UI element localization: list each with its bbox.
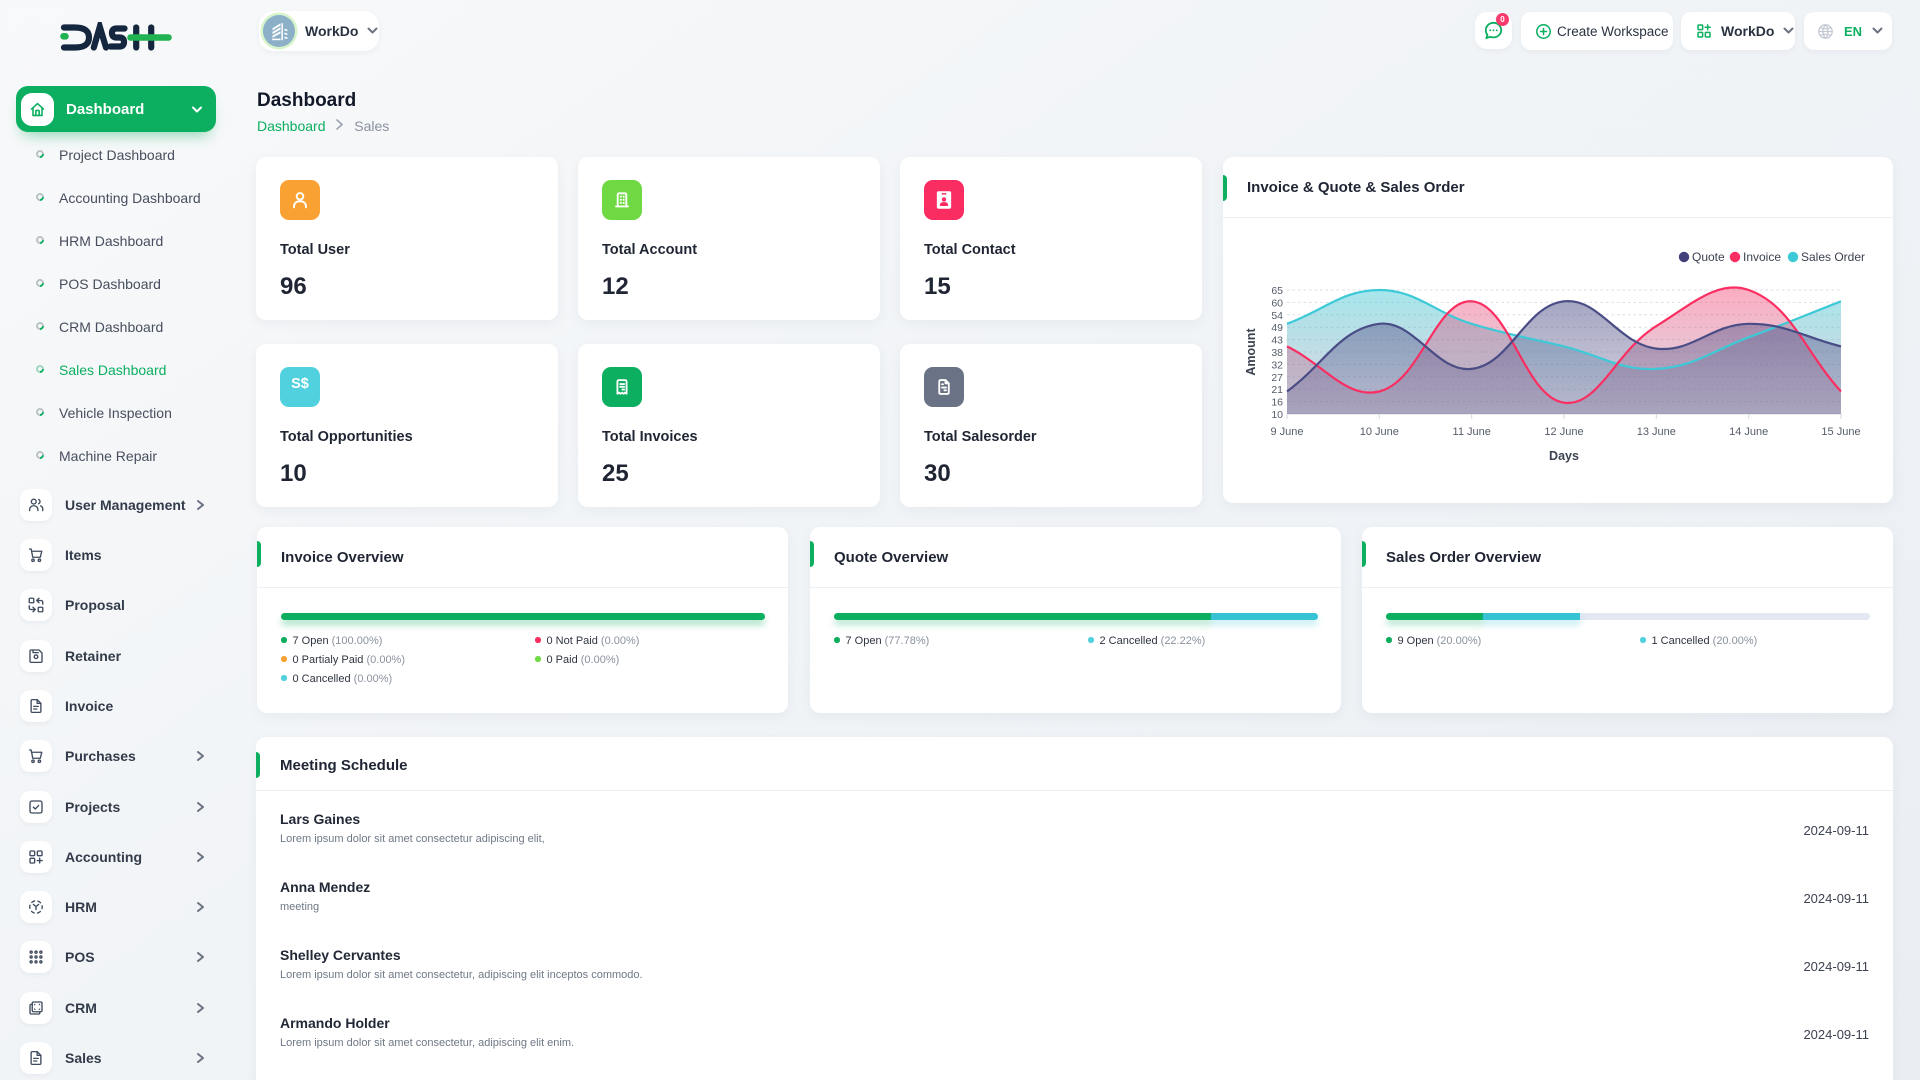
svg-text:12 June: 12 June [1544,426,1583,438]
svg-text:9 June: 9 June [1270,426,1303,438]
svg-text:27: 27 [1271,372,1283,384]
svg-text:Days: Days [1549,449,1579,463]
svg-text:16: 16 [1271,397,1283,409]
svg-text:49: 49 [1271,322,1283,334]
svg-text:38: 38 [1271,347,1283,359]
svg-text:Invoice: Invoice [1743,250,1781,264]
svg-text:32: 32 [1271,359,1283,371]
svg-text:10 June: 10 June [1360,426,1399,438]
svg-text:15 June: 15 June [1821,426,1860,438]
svg-text:Sales Order: Sales Order [1801,250,1865,264]
svg-text:54: 54 [1271,310,1283,322]
svg-text:13 June: 13 June [1637,426,1676,438]
svg-text:11 June: 11 June [1453,426,1491,438]
svg-text:Amount: Amount [1244,328,1258,376]
svg-text:21: 21 [1271,384,1283,396]
svg-text:10: 10 [1271,409,1283,421]
svg-text:60: 60 [1271,297,1283,309]
svg-text:65: 65 [1271,285,1283,297]
svg-text:14 June: 14 June [1729,426,1768,438]
svg-text:Quote: Quote [1692,250,1725,264]
svg-text:43: 43 [1271,335,1283,347]
